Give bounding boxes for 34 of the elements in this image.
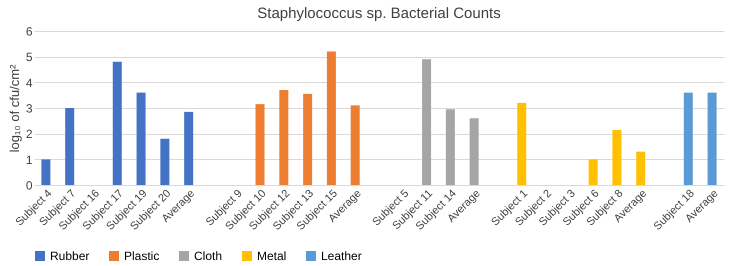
bar — [112, 62, 122, 185]
bar — [326, 52, 336, 185]
y-tick-label: 1 — [26, 152, 33, 167]
bar — [612, 130, 622, 185]
bar — [588, 159, 598, 185]
legend-label: Rubber — [50, 249, 90, 263]
y-tick-label: 6 — [26, 24, 33, 38]
legend-label: Cloth — [194, 249, 222, 263]
bar — [350, 105, 360, 185]
bar — [184, 112, 194, 185]
bar — [470, 118, 479, 185]
y-axis-title: log₁₀ of cfu/cm² — [6, 64, 22, 152]
chart-title: Staphylococcus sp. Bacterial Counts — [257, 5, 501, 22]
bar — [422, 59, 432, 185]
legend-label: Leather — [321, 249, 362, 263]
y-tick-label: 4 — [26, 76, 33, 90]
y-tick-label: 2 — [26, 127, 33, 142]
bar — [303, 94, 312, 185]
bar — [65, 108, 74, 185]
bar — [136, 92, 146, 185]
bar — [160, 138, 170, 185]
legend-label: Plastic — [124, 249, 160, 263]
bar — [446, 109, 455, 185]
y-tick-label: 5 — [26, 50, 33, 64]
bar — [636, 152, 646, 185]
bar — [256, 104, 265, 185]
bar — [708, 92, 717, 185]
y-tick-label: 0 — [26, 178, 33, 192]
bar — [517, 102, 526, 185]
bar — [41, 159, 50, 185]
bar — [684, 92, 693, 185]
bar — [279, 90, 288, 185]
legend-label: Metal — [257, 249, 286, 263]
y-tick-label: 3 — [26, 102, 33, 116]
